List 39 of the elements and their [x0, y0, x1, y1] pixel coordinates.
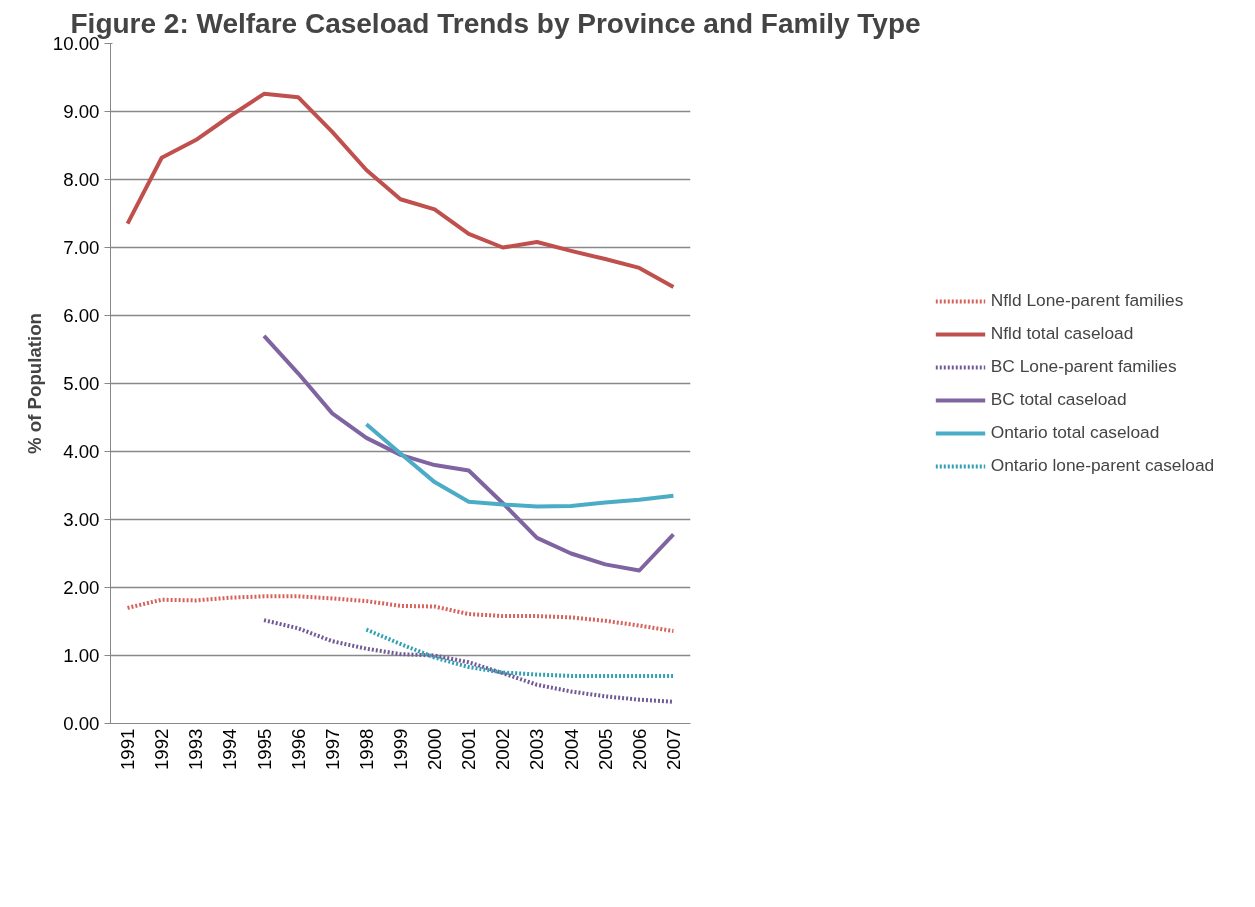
x-tick-label: 2005 — [594, 728, 616, 770]
line-series — [364, 422, 676, 509]
x-tick-label: 1993 — [185, 728, 207, 770]
y-tick-label: 7.00 — [63, 237, 100, 258]
x-tick-label: 1995 — [253, 728, 275, 770]
x-tick-label: 2000 — [424, 728, 446, 770]
x-tick-label: 2007 — [662, 728, 684, 770]
x-tick-label: 2006 — [628, 728, 650, 770]
legend-label: Nfld total caseload — [990, 323, 1134, 344]
y-tick-label: 8.00 — [63, 169, 100, 190]
legend-label: BC total caseload — [990, 389, 1127, 410]
x-tick-label: 1996 — [287, 728, 309, 770]
x-tick-label: 2004 — [560, 728, 582, 770]
x-tick-label: 1991 — [117, 728, 139, 770]
x-tick-label: 1994 — [219, 728, 241, 770]
y-tick-label: 5.00 — [63, 373, 100, 394]
y-axis-title: % of Population — [23, 313, 45, 454]
y-tick-label: 3.00 — [63, 509, 100, 530]
y-tick-label: 2.00 — [63, 577, 100, 598]
y-tick-label: 1.00 — [63, 645, 100, 666]
y-tick-label: 4.00 — [63, 441, 100, 462]
x-tick-label: 2001 — [458, 728, 480, 770]
legend-label: Ontario lone-parent caseload — [990, 455, 1215, 476]
x-tick-label: 1998 — [355, 728, 377, 770]
x-tick-label: 2002 — [492, 728, 514, 770]
legend-label: Nfld Lone-parent families — [990, 290, 1184, 311]
line-series — [262, 333, 676, 573]
y-tick-label: 9.00 — [63, 101, 100, 122]
legend-label: BC Lone-parent families — [990, 356, 1177, 377]
x-tick-label: 1992 — [151, 728, 173, 770]
line-series — [125, 91, 676, 289]
y-tick-label: 6.00 — [63, 305, 100, 326]
x-tick-label: 2003 — [526, 728, 548, 770]
y-tick-label: 0.00 — [63, 713, 100, 734]
x-tick-label: 1997 — [321, 728, 343, 770]
line-series — [125, 594, 676, 634]
x-tick-label: 1999 — [390, 728, 411, 770]
legend-label: Ontario total caseload — [990, 422, 1160, 443]
line-series — [364, 627, 676, 678]
